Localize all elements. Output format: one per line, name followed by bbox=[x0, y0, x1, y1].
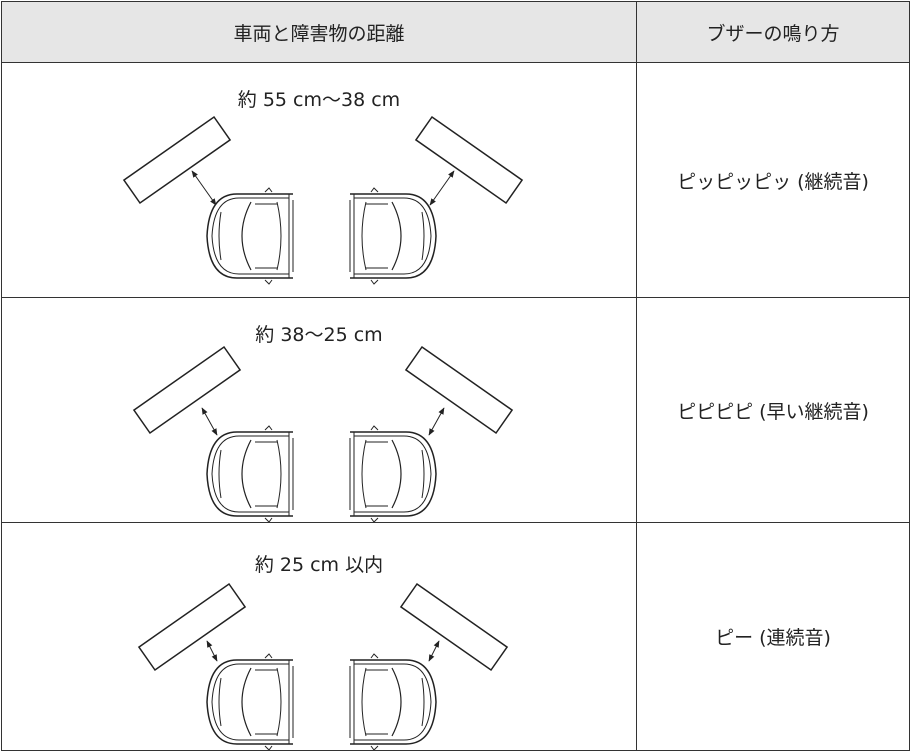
obstacle bbox=[401, 584, 507, 670]
car bbox=[349, 425, 437, 522]
buzzer-cell: ピッピッピッ (継続音) bbox=[636, 62, 910, 298]
header-cell: ブザーの鳴り方 bbox=[636, 1, 910, 63]
distance-arrow bbox=[192, 170, 216, 206]
header-row: 車両と障害物の距離 ブザーの鳴り方 bbox=[1, 1, 910, 63]
car bbox=[206, 653, 294, 750]
illustration bbox=[2, 63, 636, 285]
car bbox=[206, 425, 294, 522]
illustration bbox=[2, 298, 636, 522]
obstacle bbox=[406, 347, 512, 433]
car bbox=[206, 187, 294, 285]
row: 約 38〜25 cm ピピピピ (早い継続音) bbox=[1, 297, 910, 523]
distance-label: 約 38〜25 cm bbox=[255, 324, 383, 346]
distance-arrow bbox=[202, 407, 217, 436]
illustration bbox=[2, 523, 636, 750]
obstacle bbox=[139, 584, 245, 670]
buzzer-cell: ピー (連続音) bbox=[636, 522, 910, 751]
distance-arrow bbox=[430, 170, 454, 206]
row: 約 55 cm〜38 cm ピッピッピッ (継続音) bbox=[1, 62, 910, 298]
row: 約 25 cm 以内 ピー (連続音) bbox=[1, 522, 910, 751]
distance-arrow bbox=[429, 640, 439, 662]
distance-cell: 約 38〜25 cm bbox=[1, 297, 637, 523]
distance-label: 約 55 cm〜38 cm bbox=[237, 89, 401, 111]
car bbox=[349, 187, 437, 285]
header-cell: 車両と障害物の距離 bbox=[1, 1, 637, 63]
obstacle bbox=[124, 117, 230, 203]
distance-arrow bbox=[207, 640, 217, 662]
distance-label: 約 25 cm 以内 bbox=[254, 554, 384, 576]
buzzer-cell: ピピピピ (早い継続音) bbox=[636, 297, 910, 523]
car bbox=[349, 653, 437, 750]
distance-cell: 約 25 cm 以内 bbox=[1, 522, 637, 751]
obstacle bbox=[416, 117, 522, 203]
distance-arrow bbox=[429, 407, 444, 436]
obstacle bbox=[134, 347, 240, 433]
distance-cell: 約 55 cm〜38 cm bbox=[1, 62, 637, 298]
